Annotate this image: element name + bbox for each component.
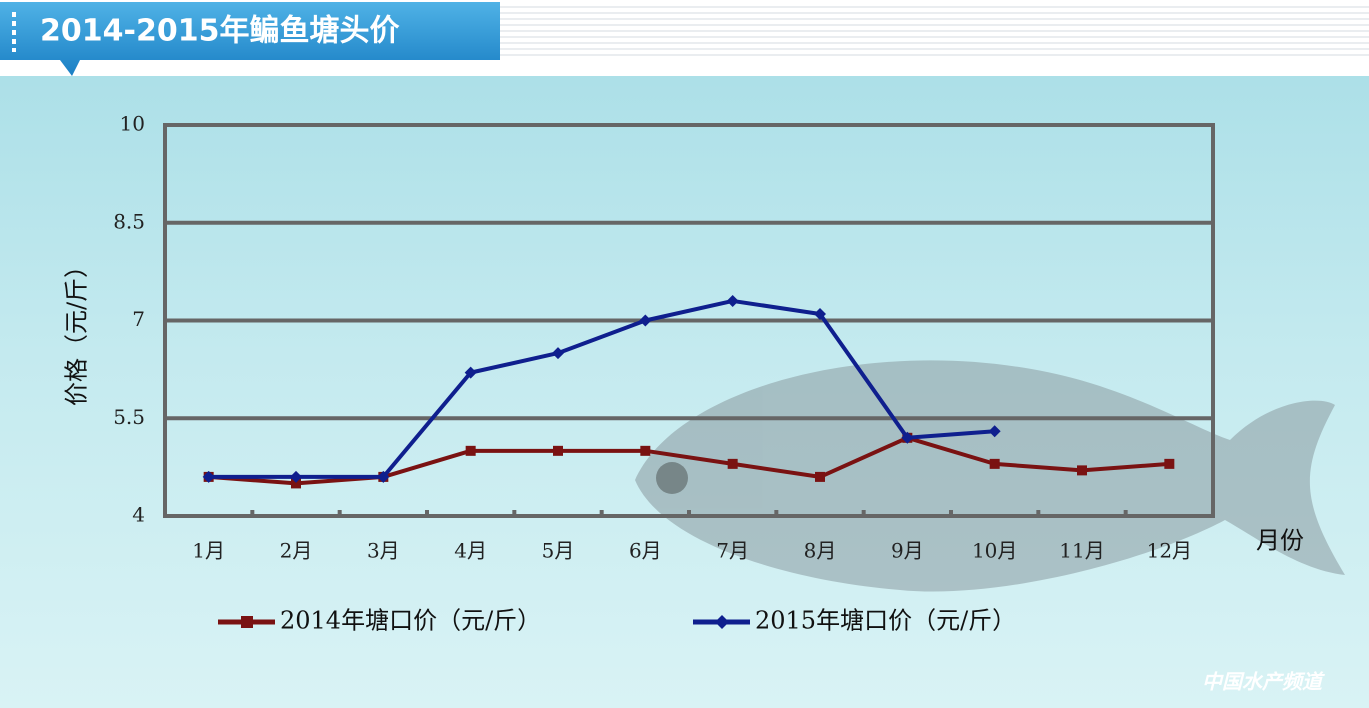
point-marker	[814, 307, 826, 320]
x-tick-label: 1月	[192, 539, 225, 563]
x-tick-label: 6月	[629, 539, 662, 563]
point-marker	[639, 314, 652, 327]
chart-title: 2014-2015年鳊鱼塘头价	[40, 14, 399, 49]
point-marker	[553, 445, 563, 456]
legend-label: 2014年塘口价（元/斤）	[280, 607, 541, 635]
series-line	[208, 298, 995, 479]
watermark: 中国水产频道	[1202, 670, 1325, 694]
point-marker	[640, 445, 651, 456]
x-tick-label: 7月	[716, 539, 749, 563]
point-marker	[377, 470, 390, 483]
point-marker	[290, 470, 302, 483]
y-axis-label: 价格（元/斤）	[63, 254, 91, 406]
legend-marker	[715, 615, 729, 629]
point-marker	[552, 347, 564, 360]
x-tick-label: 2月	[280, 539, 313, 563]
x-tick-label: 12月	[1147, 539, 1192, 563]
y-tick-label: 8.5	[113, 209, 145, 233]
x-tick-label: 9月	[891, 539, 924, 563]
y-tick-label: 10	[120, 112, 145, 136]
point-marker	[202, 470, 215, 483]
point-marker	[465, 445, 476, 456]
point-marker	[291, 478, 301, 489]
x-tick-label: 5月	[542, 539, 575, 563]
point-marker	[815, 471, 825, 482]
x-tick-label: 4月	[454, 539, 487, 563]
legend-label: 2015年塘口价（元/斤）	[755, 607, 1016, 635]
x-tick-label: 8月	[804, 539, 837, 563]
point-marker	[1164, 458, 1175, 469]
point-marker	[726, 294, 739, 307]
x-tick-label: 10月	[972, 539, 1017, 563]
point-marker	[988, 425, 1001, 438]
header-stripes	[500, 4, 1369, 60]
y-tick-label: 4	[132, 503, 145, 527]
x-axis-label: 月份	[1256, 527, 1304, 555]
point-marker	[901, 431, 914, 444]
legend-marker	[241, 616, 253, 628]
point-marker	[989, 458, 1000, 469]
point-marker	[464, 366, 477, 379]
title-bar	[0, 2, 500, 76]
x-tick-label: 3月	[367, 539, 400, 563]
y-tick-label: 5.5	[113, 405, 145, 429]
point-marker	[727, 458, 738, 469]
y-tick-label: 7	[132, 307, 145, 331]
x-tick-label: 11月	[1059, 539, 1104, 563]
point-marker	[1077, 465, 1087, 476]
